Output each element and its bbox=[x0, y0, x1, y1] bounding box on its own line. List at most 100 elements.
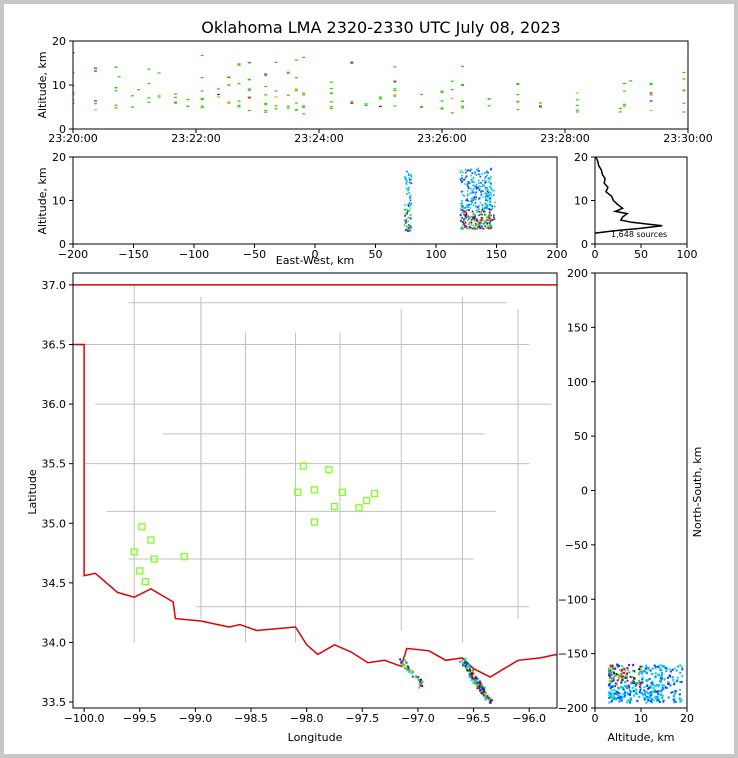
map-source-mark bbox=[420, 682, 423, 685]
east-west-mark bbox=[486, 170, 489, 172]
east-west-mark bbox=[487, 191, 490, 194]
time-altitude-mark bbox=[237, 104, 241, 107]
time-altitude-mark bbox=[237, 83, 241, 85]
east-west-mark bbox=[409, 230, 411, 232]
east-west-x-tick-label: 150 bbox=[486, 248, 507, 261]
time-altitude-mark bbox=[649, 109, 653, 112]
north-south-mark bbox=[607, 667, 610, 670]
north-south-mark bbox=[635, 682, 638, 685]
east-west-mark bbox=[489, 220, 492, 223]
east-west-mark bbox=[408, 197, 411, 199]
north-south-mark bbox=[641, 692, 644, 695]
east-west-mark bbox=[487, 219, 489, 222]
east-west-mark bbox=[407, 203, 410, 206]
north-south-mark bbox=[639, 681, 642, 684]
east-west-mark bbox=[460, 203, 463, 205]
east-west-mark bbox=[464, 207, 467, 209]
map-source-mark bbox=[478, 685, 481, 688]
east-west-mark bbox=[484, 189, 487, 191]
north-south-mark bbox=[645, 679, 648, 682]
lma-station bbox=[325, 465, 333, 474]
east-west-mark bbox=[478, 173, 481, 176]
time-altitude-mark bbox=[329, 101, 333, 103]
time-altitude-mark bbox=[450, 112, 454, 114]
north-south-mark bbox=[618, 700, 621, 703]
map-source-mark bbox=[484, 696, 487, 699]
north-south-mark bbox=[657, 692, 660, 695]
east-west-mark bbox=[470, 219, 473, 221]
north-south-mark bbox=[669, 670, 672, 673]
north-south-mark bbox=[671, 691, 674, 694]
north-south-mark bbox=[616, 696, 619, 699]
time-altitude-mark bbox=[516, 83, 520, 86]
time-altitude-mark bbox=[264, 74, 268, 77]
north-south-mark bbox=[639, 688, 642, 691]
map-source-mark bbox=[467, 670, 470, 673]
north-south-y-tick-label: −150 bbox=[558, 648, 588, 661]
time-altitude-mark bbox=[440, 90, 444, 92]
east-west-mark bbox=[489, 211, 491, 213]
map-source-mark bbox=[470, 678, 473, 681]
east-west-mark bbox=[470, 168, 473, 171]
north-south-mark bbox=[623, 668, 626, 671]
north-south-mark bbox=[620, 681, 623, 684]
east-west-mark bbox=[477, 169, 480, 172]
east-west-mark bbox=[486, 187, 488, 189]
time-altitude-mark bbox=[137, 89, 141, 91]
map-source-mark bbox=[404, 667, 407, 670]
north-south-mark bbox=[626, 672, 629, 675]
east-west-mark bbox=[473, 217, 476, 220]
time-altitude-mark bbox=[393, 105, 397, 107]
east-west-mark bbox=[471, 227, 474, 230]
map-source-mark bbox=[482, 690, 485, 693]
east-west-mark bbox=[489, 219, 492, 222]
east-west-mark bbox=[409, 224, 411, 227]
lma-station bbox=[130, 548, 138, 556]
north-south-mark bbox=[667, 696, 670, 699]
north-south-mark bbox=[626, 691, 629, 694]
north-south-x-tick-label: 10 bbox=[634, 712, 648, 725]
north-south-mark bbox=[658, 664, 661, 667]
east-west-mark bbox=[407, 174, 410, 176]
time-altitude-mark bbox=[487, 105, 491, 107]
time-altitude-mark bbox=[247, 96, 251, 98]
north-south-mark bbox=[641, 670, 644, 673]
east-west-mark bbox=[484, 192, 486, 195]
east-west-mark bbox=[489, 225, 492, 228]
east-west-mark bbox=[406, 213, 408, 216]
time-altitude-mark bbox=[174, 93, 177, 95]
north-south-mark bbox=[678, 693, 681, 696]
north-south-mark bbox=[626, 666, 629, 669]
north-south-mark bbox=[608, 696, 611, 699]
north-south-mark bbox=[645, 683, 648, 686]
north-south-mark bbox=[633, 694, 636, 697]
east-west-mark bbox=[488, 200, 491, 202]
east-west-mark bbox=[489, 191, 491, 194]
east-west-mark bbox=[466, 190, 469, 192]
altitude-histogram-panel: 0 50 100 0 10 20 1,648 sources bbox=[574, 151, 698, 261]
east-west-mark bbox=[473, 181, 476, 184]
north-south-mark bbox=[661, 671, 664, 674]
time-altitude-mark bbox=[130, 95, 134, 97]
map-xlabel: Longitude bbox=[288, 731, 343, 744]
east-west-mark bbox=[407, 205, 410, 208]
north-south-mark bbox=[628, 687, 631, 690]
north-south-mark bbox=[667, 681, 670, 684]
east-west-mark bbox=[488, 181, 490, 183]
time-altitude-mark bbox=[174, 102, 177, 104]
east-west-mark bbox=[461, 171, 464, 174]
north-south-mark bbox=[655, 697, 658, 700]
east-west-mark bbox=[475, 168, 478, 171]
north-south-mark bbox=[638, 673, 641, 676]
east-west-mark bbox=[487, 216, 489, 219]
map-source-mark bbox=[464, 659, 467, 662]
map-source-mark bbox=[471, 678, 474, 681]
north-south-mark bbox=[631, 686, 634, 689]
east-west-mark bbox=[485, 207, 488, 209]
east-west-mark bbox=[481, 213, 484, 216]
east-west-mark bbox=[485, 180, 488, 183]
north-south-mark bbox=[629, 701, 632, 704]
east-west-mark bbox=[488, 215, 491, 217]
north-south-mark bbox=[610, 685, 613, 688]
east-west-mark bbox=[489, 186, 492, 188]
